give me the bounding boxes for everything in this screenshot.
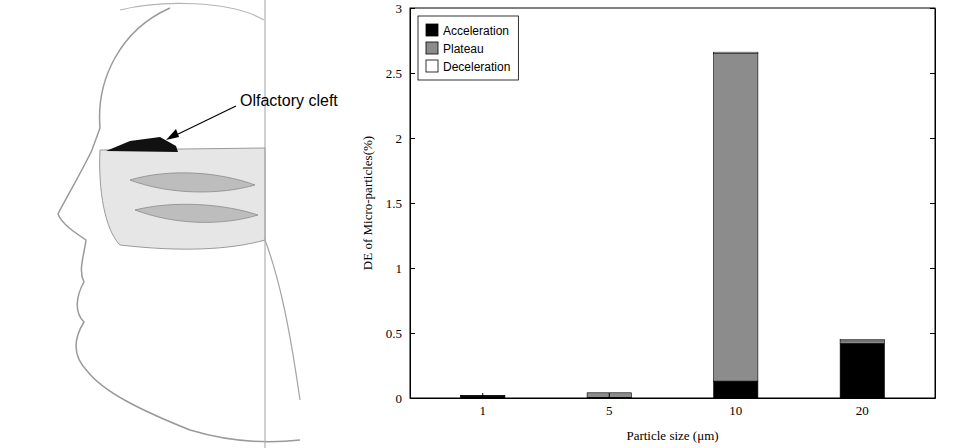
tick-label: 3 [396, 1, 403, 16]
legend-box [418, 16, 518, 80]
tick-mark [930, 203, 935, 204]
head-outline [58, 8, 300, 442]
tick-label: 20 [856, 403, 869, 418]
bar [714, 52, 758, 53]
tick [930, 138, 935, 139]
illustration: Olfactory cleft [58, 0, 338, 448]
axis-line [935, 9, 936, 399]
y-axis-right [930, 9, 936, 399]
tick-mark [410, 268, 415, 269]
x-axis: 1 5 10 20 [411, 393, 936, 418]
series [461, 343, 885, 398]
figure: Olfactory cleft 0 0.5 1 1.5 2 2.5 3 1 5 10 20 Partic… [0, 0, 965, 448]
tick-label: 1 [479, 403, 486, 418]
tick-mark [930, 138, 935, 139]
tick: 10 [729, 393, 742, 418]
turbinate [135, 204, 258, 222]
tick-mark [410, 138, 415, 139]
tick-label: 0 [396, 391, 403, 406]
tick: 1 [396, 261, 416, 276]
tick-mark [930, 8, 935, 9]
tick: 1.5 [386, 196, 415, 211]
tick [930, 203, 935, 204]
tick [930, 73, 935, 74]
y-axis-title: DE of Micro-particles(%) [360, 136, 375, 270]
bar [587, 393, 631, 398]
tick-label: 10 [729, 403, 742, 418]
tick-mark [930, 333, 935, 334]
nasal-cavity [100, 148, 265, 249]
bar [840, 343, 884, 398]
tick-mark [482, 393, 483, 398]
legend-swatch [426, 24, 438, 36]
plot-frame [410, 8, 935, 398]
legend-item: Plateau [426, 42, 484, 56]
tick-mark [930, 268, 935, 269]
legend-label: Plateau [443, 42, 484, 56]
series [714, 52, 885, 341]
tick-mark [410, 8, 415, 9]
tick-mark [609, 393, 610, 398]
tick [930, 268, 935, 269]
tick-mark [735, 393, 736, 398]
tick-mark [410, 203, 415, 204]
tick: 5 [606, 393, 613, 418]
annotation: Olfactory cleft [240, 92, 338, 109]
tick-label: 2 [396, 131, 403, 146]
bar [840, 341, 884, 344]
bar [714, 54, 758, 382]
chart: 0 0.5 1 1.5 2 2.5 3 1 5 10 20 Particle size (μm) DE … [360, 1, 936, 443]
tick-label: 1.5 [386, 196, 402, 211]
tick-label: 5 [606, 403, 613, 418]
tick-mark [862, 393, 863, 398]
tick: 0.5 [386, 326, 415, 341]
tick-label: 0.5 [386, 326, 402, 341]
legend-label: Acceleration [443, 24, 509, 38]
tick [930, 8, 935, 9]
legend-item: Deceleration [426, 60, 510, 74]
tick [930, 333, 935, 334]
tick: 2.5 [386, 66, 415, 81]
legend-item: Acceleration [426, 24, 509, 38]
series [461, 54, 885, 398]
legend-label: Deceleration [443, 60, 510, 74]
axis-line [411, 398, 936, 399]
legend-swatch [426, 60, 438, 72]
legend: Acceleration Plateau Deceleration [418, 16, 518, 80]
tick-mark [930, 73, 935, 74]
skull-outline [120, 3, 264, 20]
tick-label: 1 [396, 261, 403, 276]
tick: 1 [479, 393, 486, 418]
tick: 2 [396, 131, 416, 146]
bar [714, 381, 758, 398]
tick-mark [410, 73, 415, 74]
annotation-arrow [172, 106, 236, 137]
turbinate [130, 173, 255, 192]
annotation-arrowhead [166, 129, 179, 140]
y-axis: 0 0.5 1 1.5 2 2.5 3 [386, 1, 415, 406]
x-axis-title: Particle size (μm) [626, 428, 718, 443]
tick: 3 [396, 1, 416, 16]
legend-swatch [426, 42, 438, 54]
bars [461, 52, 885, 398]
tick: 20 [856, 393, 869, 418]
bar [840, 340, 884, 341]
tick-mark [410, 333, 415, 334]
tick-label: 2.5 [386, 66, 402, 81]
airway [265, 240, 300, 400]
